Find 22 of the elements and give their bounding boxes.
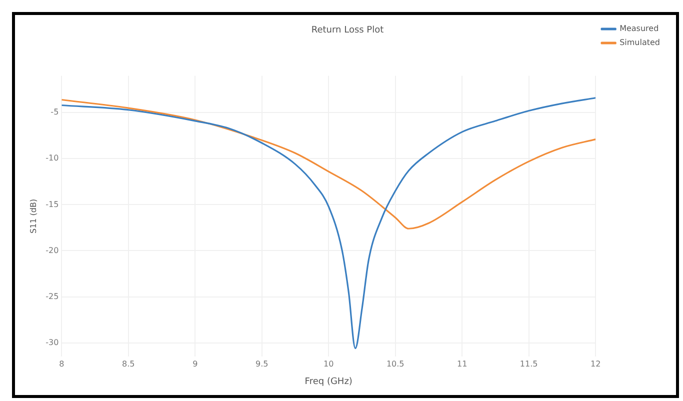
y-axis-title: S11 (dB) bbox=[28, 198, 38, 234]
y-tick-label: -25 bbox=[46, 292, 59, 301]
x-axis-title: Freq (GHz) bbox=[304, 376, 352, 387]
x-tick-label: 11 bbox=[457, 359, 468, 368]
y-tick-label: -15 bbox=[46, 200, 59, 209]
legend-label: Simulated bbox=[620, 38, 660, 48]
x-tick-label: 12 bbox=[590, 359, 601, 368]
y-tick-label: -10 bbox=[46, 154, 59, 163]
line-series bbox=[62, 98, 596, 230]
legend-label: Measured bbox=[620, 24, 659, 34]
chart-title: Return Loss Plot bbox=[311, 26, 384, 36]
y-tick-label: -20 bbox=[46, 246, 59, 255]
x-tick-label: 11.5 bbox=[520, 359, 538, 368]
x-tick-label: 10 bbox=[324, 359, 334, 368]
x-tick-label: 8 bbox=[59, 359, 64, 368]
y-tick-label: -30 bbox=[46, 338, 59, 347]
y-tick-label: -5 bbox=[50, 108, 59, 117]
x-tick-label: 8.5 bbox=[122, 359, 135, 368]
line-series bbox=[62, 97, 596, 350]
x-tick-label: 9.5 bbox=[256, 359, 268, 368]
x-tick-label: 10.5 bbox=[386, 359, 404, 368]
x-tick-label: 9 bbox=[192, 359, 198, 368]
